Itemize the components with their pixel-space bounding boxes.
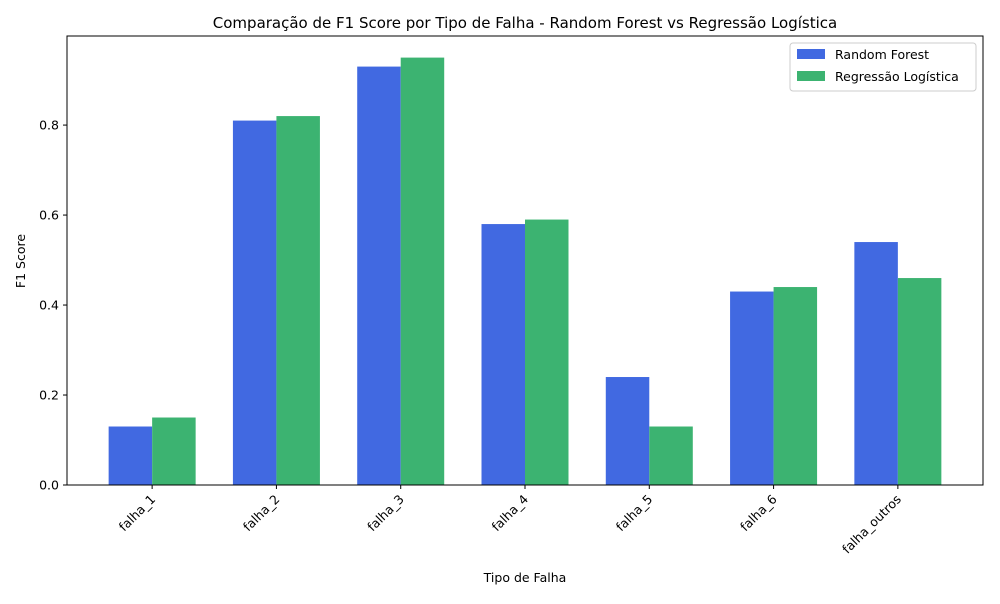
plot-frame [66, 35, 984, 486]
bar-regressao-logistica-falha_2 [276, 116, 320, 485]
bar-random-forest-falha_5 [605, 377, 650, 485]
bar-random-forest-falha_1 [108, 426, 153, 485]
bar-random-forest-falha_6 [730, 291, 774, 485]
y-tick-label: 0.2 [39, 388, 59, 403]
legend-label: Random Forest [835, 47, 929, 62]
x-tick-label: falha_4 [488, 491, 531, 534]
y-tick-label: 0.0 [39, 478, 59, 493]
bar-regressao-logistica-falha_1 [152, 417, 196, 485]
legend-swatch [797, 49, 825, 59]
x-tick-label: falha_2 [240, 492, 283, 535]
x-axis-label: Tipo de Falha [483, 570, 567, 585]
x-tick-label: falha_3 [364, 492, 407, 535]
bar-regressao-logistica-falha_4 [525, 219, 569, 485]
y-tick-label: 0.8 [39, 118, 59, 133]
bar-regressao-logistica-falha_3 [400, 57, 445, 485]
bar-regressao-logistica-falha_6 [773, 287, 818, 485]
x-tick-label: falha_5 [613, 492, 656, 535]
bar-random-forest-falha_outros [854, 242, 898, 485]
bar-random-forest-falha_3 [357, 66, 401, 485]
bar-random-forest-falha_2 [232, 120, 277, 485]
bar-random-forest-falha_4 [481, 224, 525, 485]
legend-box [789, 42, 977, 92]
x-tick-label: falha_outros [839, 492, 904, 557]
y-axis-label: F1 Score [13, 234, 28, 288]
y-tick-label: 0.4 [39, 298, 59, 313]
chart-title: Comparação de F1 Score por Tipo de Falha… [213, 14, 837, 32]
bar-regressao-logistica-falha_5 [649, 426, 693, 485]
legend-label: Regressão Logística [835, 69, 959, 84]
legend: Random Forest Regressão Logística [789, 42, 977, 92]
bars-layer [108, 57, 942, 485]
y-ticks: 0.0 0.2 0.4 0.6 0.8 [39, 118, 67, 493]
legend-swatch [797, 71, 825, 81]
bar-regressao-logistica-falha_outros [897, 278, 942, 485]
x-tick-label: falha_1 [116, 492, 159, 535]
x-ticks: falha_1 falha_2 falha_3 falha_4 falha_5 falha… [116, 485, 904, 556]
x-tick-label: falha_6 [737, 491, 780, 534]
y-tick-label: 0.6 [39, 208, 59, 223]
